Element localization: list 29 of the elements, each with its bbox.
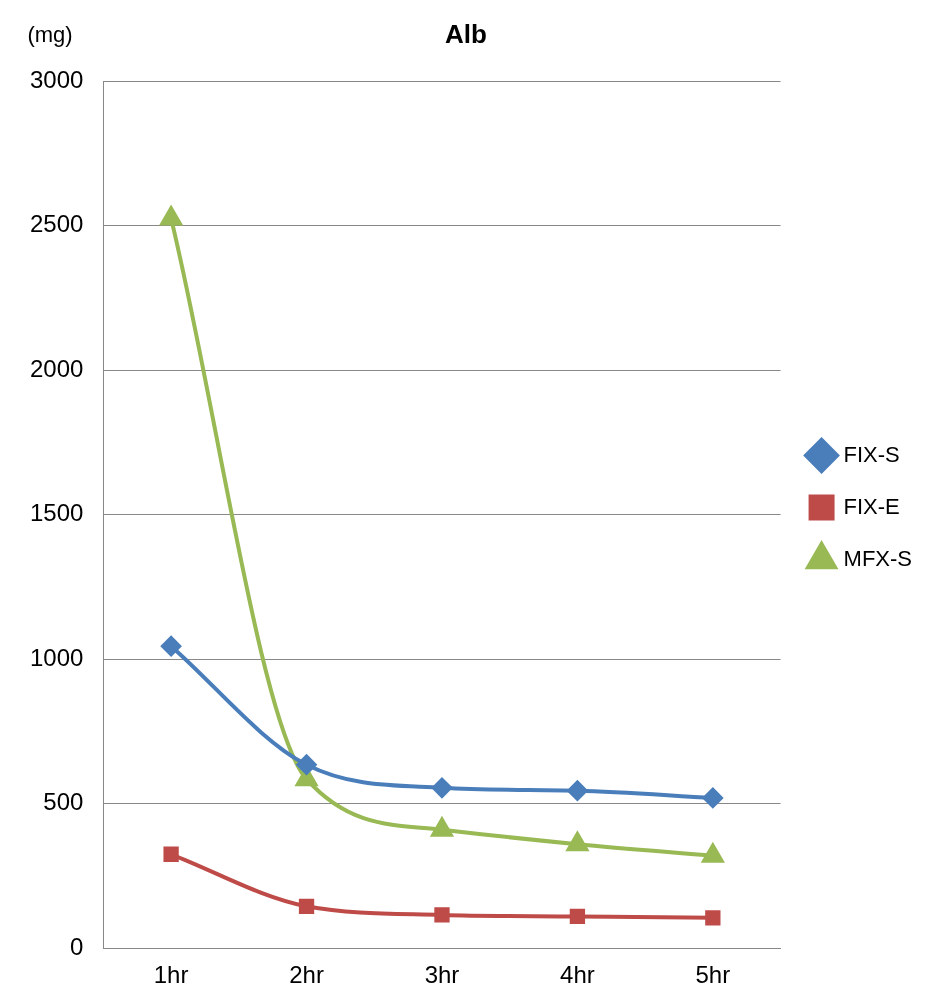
chart-title: Alb: [445, 18, 487, 49]
y-tick-label: 3000: [30, 65, 84, 93]
point: [566, 832, 589, 852]
point: [298, 898, 315, 914]
point: [161, 636, 182, 657]
x-tick-label: 2hr: [289, 961, 324, 989]
y-tick-label: 0: [70, 932, 84, 960]
point: [705, 910, 721, 926]
x-tick-label: 1hr: [153, 961, 189, 989]
point: [160, 206, 182, 226]
legend-label: MFX-S: [843, 545, 913, 571]
y-tick-label: 1500: [30, 499, 84, 527]
point: [163, 846, 179, 862]
legend-label: FIX-E: [843, 493, 900, 519]
x-tick-label: 5hr: [695, 961, 731, 989]
point: [702, 787, 723, 808]
point: [434, 907, 450, 923]
y-tick-label: 500: [43, 788, 84, 816]
legend-label: FIX-S: [843, 441, 900, 467]
point: [296, 754, 317, 775]
x-tick-label: 3hr: [424, 961, 460, 989]
point: [569, 908, 586, 925]
y-tick-label: 2000: [30, 354, 84, 382]
y-tick-label: 2500: [30, 210, 84, 238]
point: [567, 780, 588, 801]
y-axis-title: (mg): [27, 22, 73, 47]
y-tick-label: 1000: [30, 643, 84, 671]
x-tick-label: 4hr: [560, 961, 595, 989]
point: [431, 777, 452, 798]
